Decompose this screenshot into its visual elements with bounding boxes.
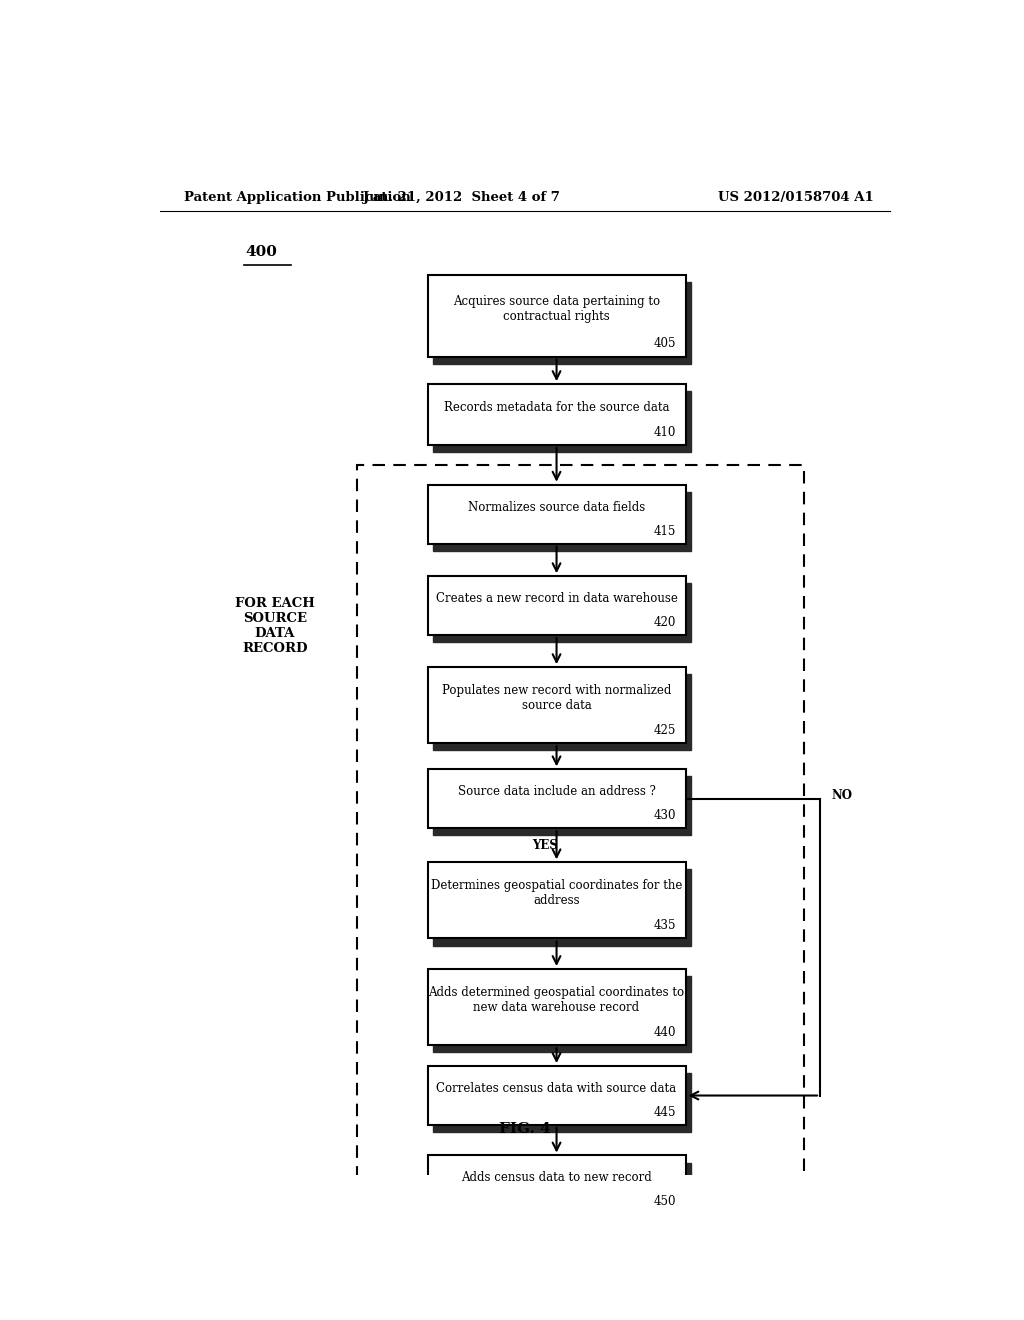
FancyBboxPatch shape [428,276,685,356]
FancyBboxPatch shape [433,1163,691,1221]
Text: Determines geospatial coordinates for the
address: Determines geospatial coordinates for th… [431,879,682,907]
Text: 400: 400 [246,246,278,259]
Text: 445: 445 [653,1106,676,1119]
Text: 410: 410 [653,426,676,440]
Text: Patent Application Publication: Patent Application Publication [183,190,411,203]
Text: FOR EACH
SOURCE
DATA
RECORD: FOR EACH SOURCE DATA RECORD [234,597,314,655]
FancyBboxPatch shape [428,1067,685,1125]
FancyBboxPatch shape [428,862,685,939]
FancyBboxPatch shape [433,1073,691,1133]
Text: 430: 430 [653,809,676,822]
Text: US 2012/0158704 A1: US 2012/0158704 A1 [718,190,873,203]
FancyBboxPatch shape [433,391,691,453]
FancyBboxPatch shape [433,583,691,643]
FancyBboxPatch shape [433,492,691,550]
Text: Creates a new record in data warehouse: Creates a new record in data warehouse [435,591,678,605]
Text: Jun. 21, 2012  Sheet 4 of 7: Jun. 21, 2012 Sheet 4 of 7 [362,190,560,203]
Text: 435: 435 [653,920,676,932]
FancyBboxPatch shape [428,576,685,635]
Text: 420: 420 [653,616,676,630]
FancyBboxPatch shape [428,667,685,743]
FancyBboxPatch shape [433,870,691,945]
Text: Adds census data to new record: Adds census data to new record [461,1171,652,1184]
Text: Acquires source data pertaining to
contractual rights: Acquires source data pertaining to contr… [453,294,660,323]
Text: Records metadata for the source data: Records metadata for the source data [443,401,670,414]
Text: 440: 440 [653,1026,676,1039]
Text: Correlates census data with source data: Correlates census data with source data [436,1082,677,1094]
Text: 450: 450 [653,1196,676,1208]
Text: Adds determined geospatial coordinates to
new data warehouse record: Adds determined geospatial coordinates t… [428,986,685,1014]
Text: Populates new record with normalized
source data: Populates new record with normalized sou… [442,684,671,711]
Text: 425: 425 [653,725,676,738]
FancyBboxPatch shape [433,282,691,364]
FancyBboxPatch shape [433,975,691,1052]
FancyBboxPatch shape [428,484,685,544]
FancyBboxPatch shape [428,384,685,445]
FancyBboxPatch shape [428,770,685,828]
Text: 415: 415 [653,524,676,537]
FancyBboxPatch shape [433,675,691,751]
Text: YES: YES [531,838,558,851]
Text: NO: NO [831,789,852,803]
Text: Source data include an address ?: Source data include an address ? [458,785,655,799]
FancyBboxPatch shape [428,969,685,1045]
Text: Normalizes source data fields: Normalizes source data fields [468,500,645,513]
FancyBboxPatch shape [433,776,691,836]
FancyBboxPatch shape [428,1155,685,1214]
Text: 405: 405 [653,338,676,351]
Text: FIG. 4: FIG. 4 [499,1122,551,1137]
